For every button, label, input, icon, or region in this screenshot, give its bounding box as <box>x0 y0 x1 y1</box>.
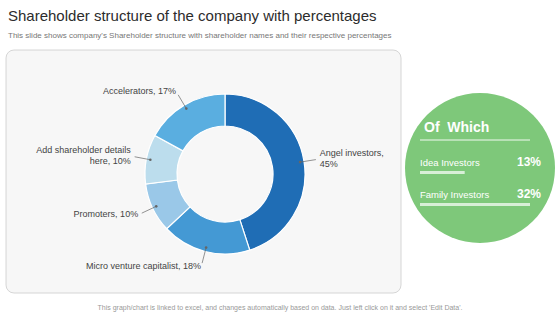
chart-root: Shareholder structure of the company wit… <box>0 0 560 315</box>
leader-line <box>142 206 156 213</box>
of-which-bar <box>420 203 530 206</box>
pie-slice <box>146 180 190 229</box>
slice-label: Accelerators, 17% <box>103 86 176 96</box>
slice-labels: Angel investors,45% Micro venture capital… <box>36 86 384 272</box>
leader-line <box>178 95 186 109</box>
subtitle: This slide shows company's Shareholder s… <box>8 31 392 40</box>
leader-dot <box>185 107 188 110</box>
of-which-item: Family Investors <box>420 189 489 200</box>
slice-label-line: Angel investors, <box>320 148 384 158</box>
slice-label: Angel investors,45% <box>320 148 384 169</box>
slice-label-line: Promoters, 10% <box>74 209 139 219</box>
slice-label-line: Accelerators, 17% <box>103 86 176 96</box>
of-which-title: Of Which <box>424 119 489 135</box>
leader-line <box>202 248 206 263</box>
title: Shareholder structure of the company wit… <box>8 7 377 24</box>
chart-panel <box>6 50 401 293</box>
slice-label: Micro venture capitalist, 18% <box>86 261 201 271</box>
leader-dot <box>155 205 158 208</box>
donut <box>145 94 305 254</box>
slice-label: Promoters, 10% <box>74 209 139 219</box>
footer: This graph/chart is linked to excel, and… <box>98 304 463 312</box>
of-which-value: 32% <box>517 187 541 201</box>
leader-dot <box>205 246 208 249</box>
pie-slice <box>155 94 225 151</box>
leader-dot <box>299 161 302 164</box>
leader-line <box>300 160 316 163</box>
slice-label-line: here, 10% <box>90 156 131 166</box>
slice-label-line: Micro venture capitalist, 18% <box>86 261 201 271</box>
leader-line <box>135 157 151 160</box>
leader-dot <box>149 158 152 161</box>
slice-label-line: 45% <box>320 159 338 169</box>
of-which-underline <box>420 140 530 141</box>
of-which-bar <box>420 171 465 174</box>
slice-label-line: Add shareholder details <box>36 145 131 155</box>
of-which-panel <box>405 93 555 243</box>
of-which-value: 13% <box>517 155 541 169</box>
of-which-item: Idea Investors <box>420 157 480 168</box>
slice-label: Add shareholder detailshere, 10% <box>36 145 131 166</box>
